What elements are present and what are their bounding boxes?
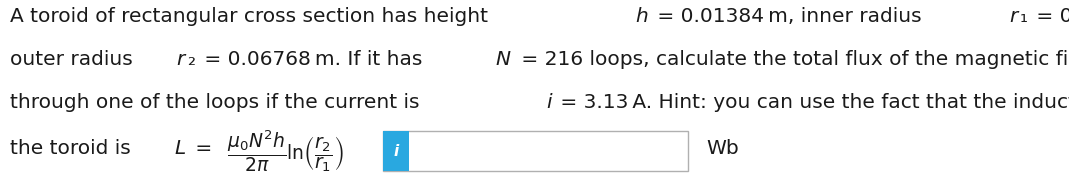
- Text: A toroid of rectangular cross section has height: A toroid of rectangular cross section ha…: [10, 7, 494, 26]
- Text: i: i: [546, 93, 553, 112]
- Text: ₂: ₂: [187, 50, 196, 69]
- Text: i: i: [393, 143, 399, 159]
- Text: = 0.01384 m, inner radius: = 0.01384 m, inner radius: [651, 7, 929, 26]
- Text: =: =: [188, 139, 218, 158]
- Text: = 0.06768 m. If it has: = 0.06768 m. If it has: [198, 50, 429, 69]
- FancyBboxPatch shape: [384, 131, 688, 171]
- Text: Wb: Wb: [707, 139, 739, 158]
- Text: the toroid is: the toroid is: [10, 139, 137, 158]
- Text: through one of the loops if the current is: through one of the loops if the current …: [10, 93, 425, 112]
- Text: r: r: [1009, 7, 1017, 26]
- Text: h: h: [635, 7, 648, 26]
- Text: = 3.13 A. Hint: you can use the fact that the inductance of: = 3.13 A. Hint: you can use the fact tha…: [554, 93, 1069, 112]
- Text: $\dfrac{\mu_0 N^2 h}{2\pi}\ln\!\left(\dfrac{r_2}{r_1}\right)$: $\dfrac{\mu_0 N^2 h}{2\pi}\ln\!\left(\df…: [227, 128, 343, 174]
- Text: L: L: [174, 139, 185, 158]
- FancyBboxPatch shape: [384, 131, 409, 171]
- Text: N: N: [495, 50, 510, 69]
- Text: = 216 loops, calculate the total flux of the magnetic field: = 216 loops, calculate the total flux of…: [514, 50, 1069, 69]
- Text: r: r: [176, 50, 185, 69]
- Text: outer radius: outer radius: [10, 50, 139, 69]
- Text: = 0.02018 m and: = 0.02018 m and: [1029, 7, 1069, 26]
- Text: ₁: ₁: [1020, 7, 1027, 26]
